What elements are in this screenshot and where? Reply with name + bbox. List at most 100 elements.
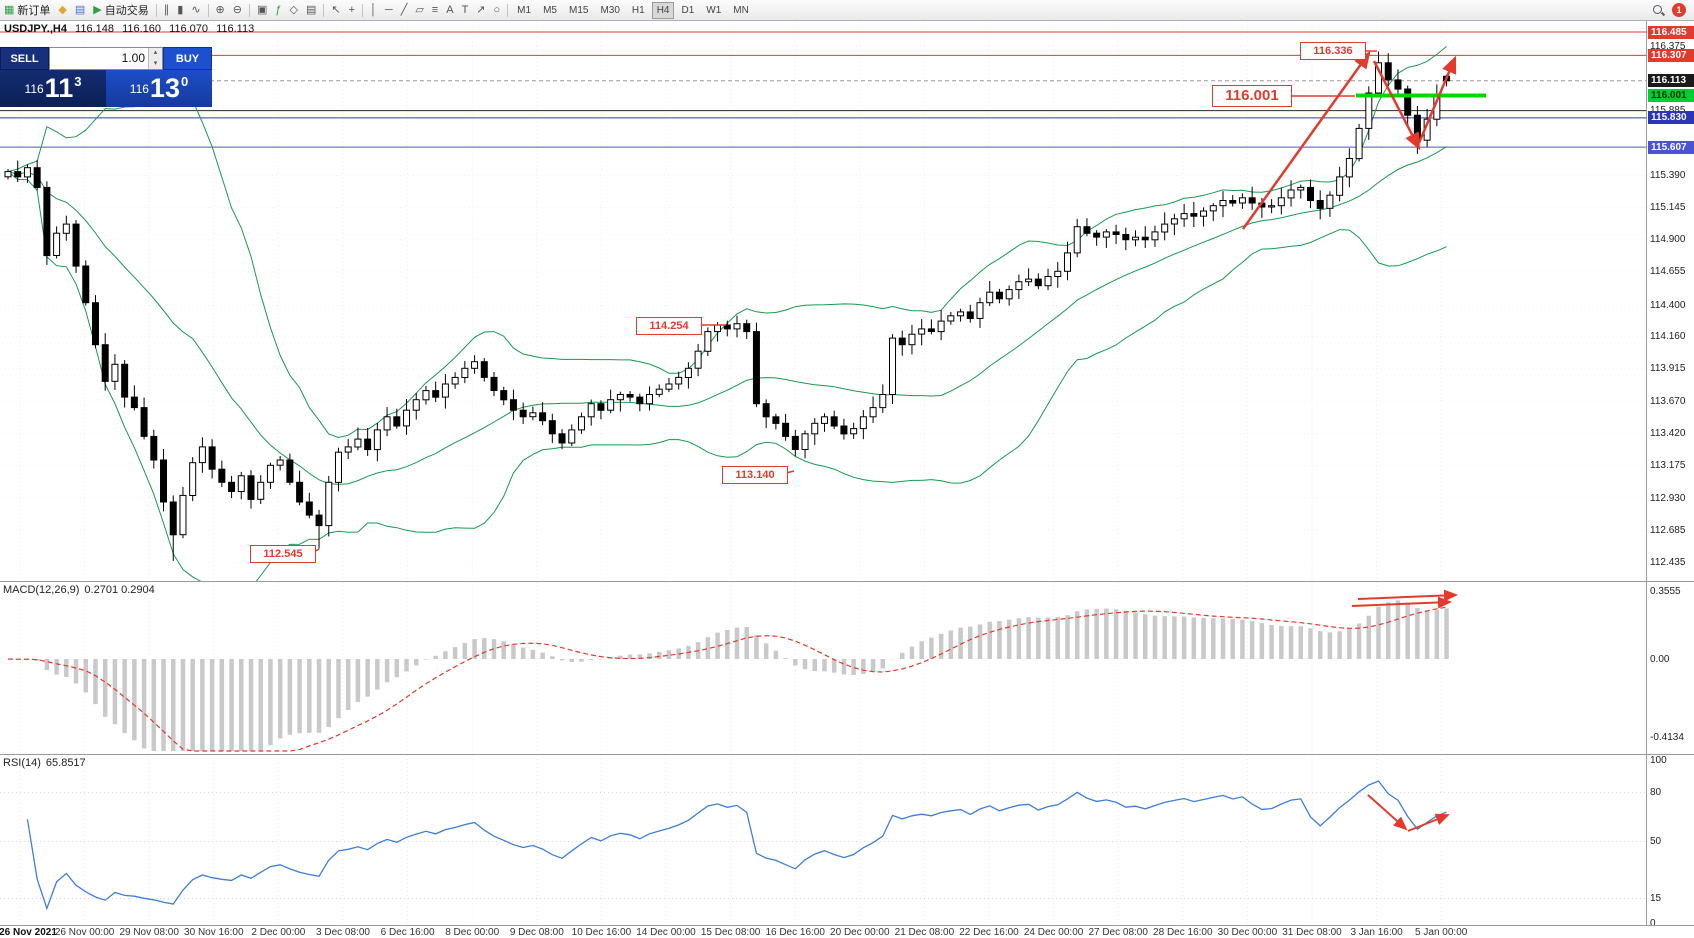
price-scale[interactable]: 116.375 115.885 115.390 115.145 114.900 114.6… [1646,21,1694,938]
price-annotation[interactable]: 112.545 [250,545,316,563]
tile-windows-button[interactable]: ▣ [253,1,271,19]
candle-body [1073,226,1081,254]
panel-separator[interactable] [0,754,1694,755]
zoom-out-button[interactable]: ⊖ [229,1,246,19]
text-label-button[interactable]: T [458,1,473,19]
rsi-arrow [1407,813,1450,832]
timeframe-m15[interactable]: M15 [568,4,589,16]
price-level-badge: 116.307 [1648,49,1694,62]
candle-body [1054,270,1062,278]
open-value: 116.148 [75,23,114,35]
bar-chart-icon: ∥ [163,4,170,16]
candle-body [966,311,974,319]
buy-price-big: 13 [149,73,180,103]
chart-profiles-button[interactable]: ▤ [71,1,89,19]
price-annotation[interactable]: 114.254 [636,317,702,335]
candle-body [53,232,61,256]
autotrading-button[interactable]: ▶ 自动交易 [89,1,152,19]
crosshair-button[interactable]: + [345,1,359,19]
notification-badge[interactable]: 1 [1672,3,1686,17]
volume-spinner: ▴ ▾ [148,48,162,69]
candle-body [1161,223,1169,233]
candlestick-chart-button[interactable]: ▮ [173,1,187,19]
price-annotation[interactable]: 113.140 [722,466,788,484]
candle-body [1316,200,1324,209]
candle-body [43,186,51,257]
timeframe-m30[interactable]: M30 [600,4,620,16]
time-axis-label: 28 Dec 16:00 [1153,927,1213,938]
candle-body [772,416,780,424]
templates-icon: ▤ [305,4,317,16]
bar-chart-button[interactable]: ∥ [160,1,174,19]
candle-body [441,383,449,398]
candle-body [218,468,226,483]
new-order-button[interactable]: ▦ 新订单 [0,1,54,19]
price-level-badge: 116.113 [1648,74,1694,87]
buy-button[interactable]: BUY [163,47,212,70]
trendline-button[interactable]: ╱ [397,1,412,19]
buy-price[interactable]: 116 13 0 [106,70,212,107]
volume-field[interactable]: 1.00 ▴ ▾ [49,47,163,70]
low-value: 116.070 [169,23,209,35]
candle-body [743,323,751,333]
candle-body [898,337,906,346]
price-scale-label: 114.900 [1650,234,1686,245]
panel-separator[interactable] [0,581,1694,582]
metaeditor-button[interactable]: ◆ [54,1,70,19]
timeframe-mn[interactable]: MN [733,4,749,16]
line-chart-button[interactable]: ∿ [187,1,204,19]
shapes-icon: ○ [493,4,501,16]
macd-panel[interactable] [0,582,1646,754]
cursor-button[interactable]: ↖ [327,1,344,19]
candle-body [383,416,391,431]
candle-body [344,446,352,453]
candle-body [1063,252,1071,272]
text-label-icon: T [461,4,469,16]
candle-body [811,422,819,435]
timeframe-d1[interactable]: D1 [681,4,695,16]
macd-title: MACD(12,26,9) 0.2701 0.2904 [3,584,160,596]
text-button[interactable]: A [442,1,457,19]
candle-body [179,494,187,536]
macd-name: MACD(12,26,9) [3,584,80,596]
price-annotation[interactable]: 116.336 [1300,42,1366,60]
horizontal-line-button[interactable]: ─ [381,1,397,19]
candle-body [286,459,294,483]
zoom-in-button[interactable]: ⊕ [212,1,229,19]
sell-price[interactable]: 116 11 3 [0,70,106,107]
sell-button[interactable]: SELL [0,47,49,70]
timeframe-m1[interactable]: M1 [517,4,532,16]
macd-scale-label: 0.00 [1650,654,1670,665]
candle-body [762,403,770,418]
candle-body [655,388,663,395]
time-axis[interactable]: 26 Nov 2021 26 Nov 00:00 29 Nov 08:00 30 No… [0,925,1694,938]
candle-body [160,459,168,503]
candle-body [23,167,31,178]
volume-up-button[interactable]: ▴ [149,48,162,59]
rsi-panel[interactable] [0,755,1646,924]
volume-value[interactable]: 1.00 [121,51,145,65]
price-scale-label: 112.930 [1650,493,1686,504]
timeframe-h1[interactable]: H1 [631,4,645,16]
templates-button[interactable]: ▤ [302,1,320,19]
channel-button[interactable]: ▱ [411,1,427,19]
price-chart[interactable] [0,21,1646,581]
arrows-tool-button[interactable]: ↗ [472,1,489,19]
candle-body [1365,92,1373,129]
vertical-line-button[interactable]: │ [366,1,381,19]
periods-button[interactable]: ◇ [286,1,302,19]
volume-down-button[interactable]: ▾ [149,58,162,69]
candle-body [733,323,741,330]
search-icon[interactable] [1652,4,1665,17]
shapes-button[interactable]: ○ [490,1,505,19]
candle-body [626,394,634,398]
candle-body [1287,189,1295,199]
timeframe-w1[interactable]: W1 [706,4,722,16]
price-scale-label: 115.390 [1650,170,1686,181]
timeframe-m5[interactable]: M5 [543,4,557,16]
candle-body [879,394,887,409]
indicators-button[interactable]: ƒ [271,1,285,19]
price-annotation[interactable]: 116.001 [1212,85,1292,107]
fibonacci-button[interactable]: ≡ [428,1,442,19]
timeframe-h4[interactable]: H4 [651,1,675,19]
